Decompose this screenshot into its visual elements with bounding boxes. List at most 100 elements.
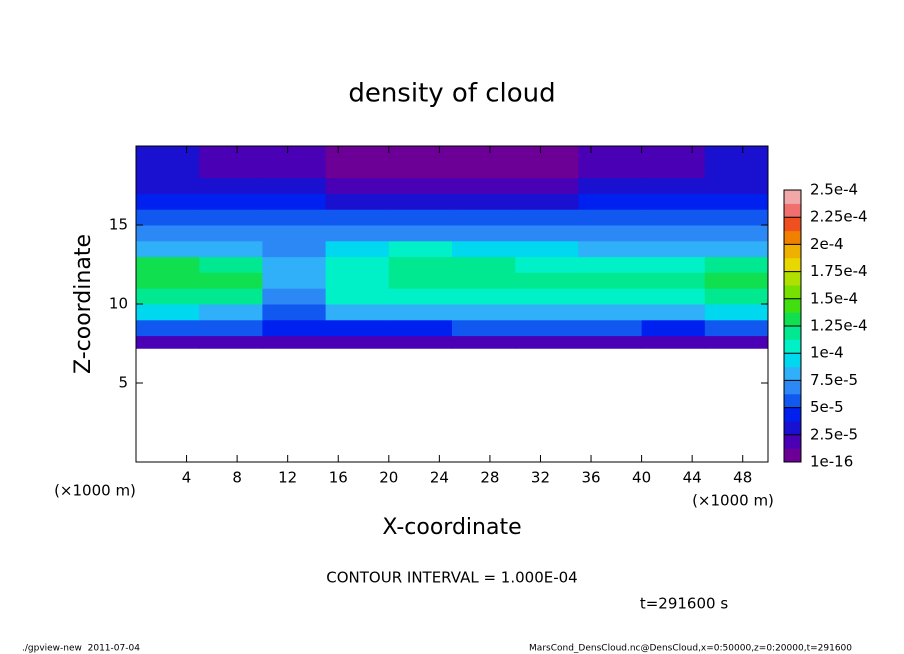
cell: [641, 335, 706, 349]
cell: [136, 177, 200, 194]
cell: [199, 304, 263, 321]
cell: [388, 304, 453, 321]
colorbar-swatch: [784, 407, 801, 422]
cell: [325, 209, 390, 226]
colorbar-swatch: [784, 394, 801, 408]
cell: [641, 146, 706, 163]
x-tick-label: 4: [182, 469, 192, 487]
cell: [515, 240, 579, 258]
cell: [452, 272, 516, 289]
cell: [641, 272, 706, 289]
cell: [262, 240, 327, 258]
cell: [136, 161, 200, 179]
cell: [578, 240, 643, 258]
colorbar-label: 1e-16: [810, 453, 853, 471]
x-tick-label: 44: [683, 469, 702, 487]
cell: [704, 319, 769, 337]
cell: [388, 240, 453, 258]
cell: [388, 161, 453, 179]
colorbar-swatch: [784, 366, 801, 381]
cell: [578, 319, 643, 337]
footer: MarsCond_DensCloud.nc@DensCloud,x=0:5000…: [529, 644, 852, 654]
cell: [452, 209, 516, 226]
cell: [199, 240, 263, 258]
cell: [641, 225, 706, 242]
x-tick-label: 40: [632, 469, 651, 487]
cell: [262, 304, 327, 321]
x-unit: (×1000 m): [692, 492, 774, 510]
cell: [578, 209, 643, 226]
colorbar-swatch: [784, 258, 801, 272]
footer: ./gpview-new 2011-07-04: [22, 644, 140, 654]
cell: [515, 177, 579, 194]
cell: [515, 335, 579, 349]
cell: [325, 193, 390, 210]
cell: [136, 256, 200, 273]
colorbar-swatch: [784, 271, 801, 286]
cell: [325, 304, 390, 321]
cell: [136, 272, 200, 289]
cell: [199, 225, 263, 242]
cell: [325, 225, 390, 242]
cell: [199, 193, 263, 210]
cell: [578, 288, 643, 305]
cell: [704, 193, 769, 210]
cell: [262, 209, 327, 226]
cell: [136, 335, 200, 349]
cell: [641, 304, 706, 321]
cell: [136, 209, 200, 226]
colorbar-label: 2e-4: [810, 235, 844, 253]
cell: [262, 146, 327, 163]
cell: [515, 272, 579, 289]
cell: [388, 256, 453, 273]
cell: [136, 146, 200, 163]
x-tick-label: 8: [232, 469, 242, 487]
cell: [262, 193, 327, 210]
cell: [136, 288, 200, 305]
colorbar-swatch: [784, 339, 801, 354]
cell: [262, 256, 327, 273]
cell: [262, 288, 327, 305]
colorbar-label: 1.5e-4: [810, 289, 858, 307]
x-tick-label: 20: [379, 469, 398, 487]
cell: [515, 256, 579, 273]
cell: [452, 177, 516, 194]
colorbar-swatch: [784, 244, 801, 259]
colorbar-swatch: [784, 326, 801, 340]
cell: [388, 146, 453, 163]
chart-title: density of cloud: [348, 79, 555, 109]
cell: [136, 304, 200, 321]
cell: [452, 193, 516, 210]
cell: [262, 225, 327, 242]
colorbar-swatch: [784, 312, 801, 327]
cell: [325, 240, 390, 258]
cell: [704, 288, 769, 305]
cell: [452, 256, 516, 273]
colorbar-swatch: [784, 353, 801, 368]
cell: [515, 146, 579, 163]
cell: [515, 161, 579, 179]
cell: [452, 335, 516, 349]
colorbar-label: 1.75e-4: [810, 262, 868, 280]
cell: [136, 193, 200, 210]
cell: [704, 256, 769, 273]
cell: [388, 193, 453, 210]
cell: [641, 193, 706, 210]
x-unit: (×1000 m): [54, 482, 136, 500]
colorbar-swatch: [784, 203, 801, 218]
cell: [199, 272, 263, 289]
cell: [388, 209, 453, 226]
cell: [136, 240, 200, 258]
colorbar-label: 2.25e-4: [810, 208, 868, 226]
colorbar-swatch: [784, 285, 801, 300]
cell: [262, 319, 327, 337]
cell: [515, 288, 579, 305]
cell: [325, 319, 390, 337]
colorbar-label: 5e-5: [810, 398, 844, 416]
cell: [578, 335, 643, 349]
cell: [262, 272, 327, 289]
cell: [641, 161, 706, 179]
cell: [199, 209, 263, 226]
x-tick-label: 24: [430, 469, 449, 487]
